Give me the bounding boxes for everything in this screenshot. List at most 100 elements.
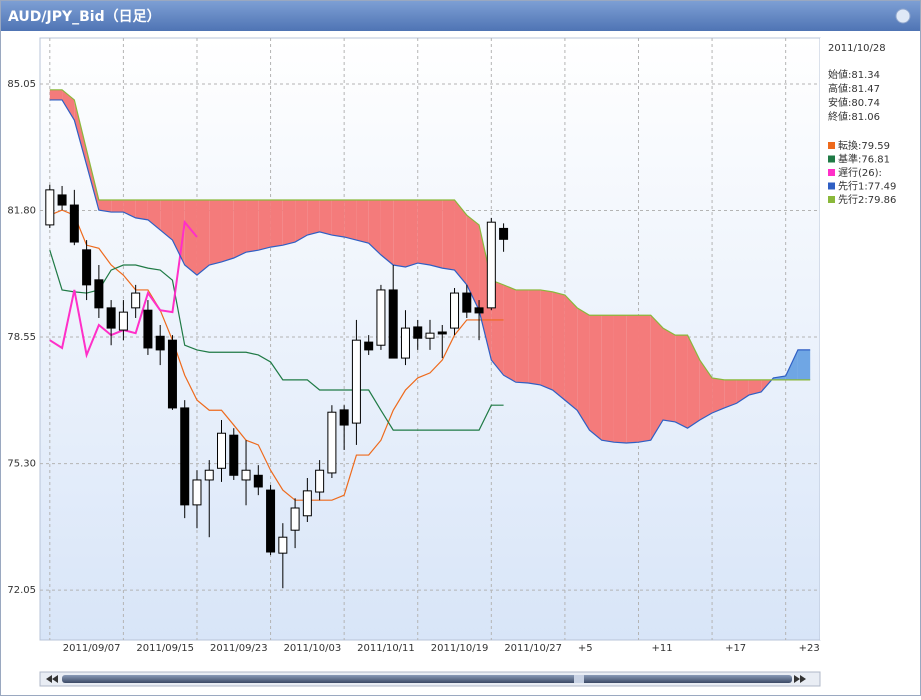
candle-body xyxy=(499,227,509,240)
cloud xyxy=(331,199,345,237)
legend-label: 遅行(26): xyxy=(838,166,882,179)
candle-body xyxy=(167,339,177,409)
line-series xyxy=(49,99,811,444)
cloud xyxy=(417,199,430,266)
legend-label: 基準:76.81 xyxy=(838,153,890,166)
candle-body xyxy=(351,339,361,424)
cloud xyxy=(111,199,124,213)
cloud xyxy=(368,199,381,255)
y-tick-label: 75.30 xyxy=(7,459,36,470)
cloud xyxy=(638,315,651,443)
cloud xyxy=(74,99,87,165)
info-line: 安値:80.74 xyxy=(828,96,880,109)
cloud xyxy=(86,150,99,211)
info-panel xyxy=(820,38,918,640)
legend-label: 転換:79.59 xyxy=(838,140,890,152)
legend-swatch xyxy=(828,196,835,203)
info-line: 高値:81.47 xyxy=(828,82,880,95)
info-date: 2011/10/28 xyxy=(828,43,886,54)
candle-body xyxy=(192,479,202,506)
line-series xyxy=(49,89,811,381)
scroll-left[interactable] xyxy=(46,675,58,683)
legend-swatch xyxy=(828,155,835,163)
cloud xyxy=(184,199,197,276)
legend-swatch xyxy=(828,182,835,190)
cloud xyxy=(724,379,737,408)
cloud xyxy=(393,199,406,267)
info-line: 始値:81.34 xyxy=(828,68,880,81)
x-tick-label: 2011/09/23 xyxy=(210,643,268,654)
candle-body xyxy=(180,407,190,506)
cloud xyxy=(98,199,112,213)
candle-body xyxy=(278,536,288,554)
plot-layer: 72.05 75.30 78.55 81.80 85.05 2011/09/07 2011/… xyxy=(7,38,820,654)
cloud xyxy=(49,89,63,100)
cloud xyxy=(233,199,247,259)
cloud xyxy=(466,215,480,311)
cloud xyxy=(589,315,602,441)
candle-body xyxy=(57,194,67,206)
legend-swatch xyxy=(828,142,835,149)
candle-body xyxy=(339,409,349,426)
cloud xyxy=(282,199,296,246)
cloud xyxy=(613,315,627,443)
candle-body xyxy=(364,341,374,351)
cloud xyxy=(564,294,578,411)
cloud xyxy=(503,284,516,383)
y-tick-label: 72.05 xyxy=(7,585,36,596)
cloud xyxy=(626,315,639,443)
cloud xyxy=(344,199,357,241)
legend-swatch xyxy=(828,169,835,176)
candle-body xyxy=(204,469,214,481)
x-tick-label: 2011/10/27 xyxy=(504,643,562,654)
cloud xyxy=(307,199,320,236)
cloud xyxy=(601,315,614,443)
cloud xyxy=(577,307,590,431)
cloud xyxy=(319,199,332,236)
scroll-right[interactable] xyxy=(794,675,806,683)
candle-body xyxy=(82,249,92,286)
candle-body xyxy=(155,335,165,351)
scrollbar-handle[interactable] xyxy=(574,675,584,683)
cloud xyxy=(479,224,492,361)
candle-body xyxy=(302,490,312,517)
candle-body xyxy=(253,474,263,488)
cloud xyxy=(528,289,541,385)
candle-body xyxy=(315,469,325,493)
x-tick-label: 2011/10/11 xyxy=(357,643,415,654)
candle-body xyxy=(45,189,55,226)
cloud xyxy=(196,199,210,276)
y-tick-label: 85.05 xyxy=(7,79,36,90)
cloud xyxy=(540,289,553,391)
cloud xyxy=(246,199,259,253)
candle-body xyxy=(462,292,472,313)
candle-body xyxy=(450,292,460,329)
candle-body xyxy=(241,469,251,481)
candle-body xyxy=(437,331,447,335)
cloud xyxy=(405,199,418,267)
candle-body xyxy=(486,221,496,309)
candle-body xyxy=(118,311,128,331)
cloud xyxy=(699,360,713,420)
cloud xyxy=(160,199,173,241)
cloud xyxy=(687,335,700,429)
candle-body xyxy=(400,327,410,359)
cloud xyxy=(135,199,148,220)
candle-body xyxy=(266,489,276,553)
cloud xyxy=(209,199,222,266)
legend-label: 先行1:77.49 xyxy=(838,180,896,193)
x-tick-label: +23 xyxy=(799,643,820,654)
scrollbar-thumb[interactable] xyxy=(62,675,792,683)
close-button[interactable] xyxy=(895,8,911,24)
cloud xyxy=(147,199,161,230)
cloud xyxy=(258,199,271,251)
candle-body xyxy=(327,411,337,474)
candle-body xyxy=(217,432,227,469)
candle-body xyxy=(388,289,398,359)
cloud xyxy=(552,291,565,401)
candle-body xyxy=(131,292,141,309)
candle-body xyxy=(376,289,386,346)
x-tick-label: +5 xyxy=(578,643,593,654)
